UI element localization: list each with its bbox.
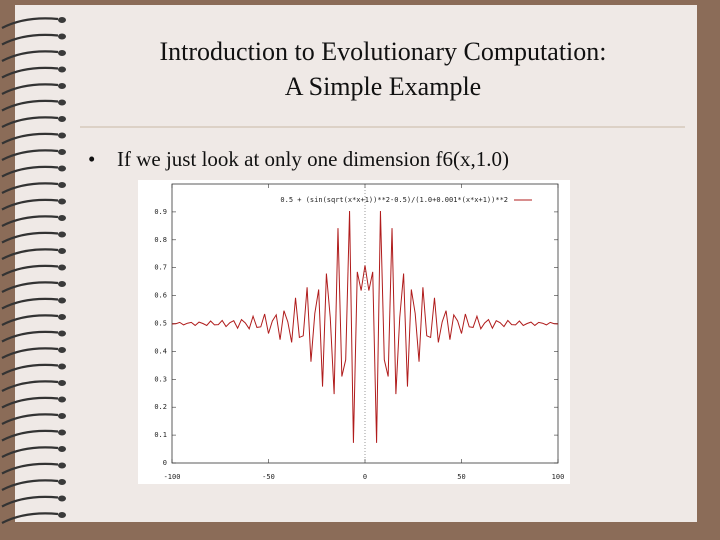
- ring-hole: [58, 132, 66, 139]
- ring: [1, 50, 59, 62]
- slide-title: Introduction to Evolutionary Computation…: [159, 37, 606, 66]
- ring: [1, 330, 59, 343]
- y-tick-label: 0.2: [154, 403, 167, 411]
- ring-hole: [58, 66, 66, 73]
- ring: [1, 215, 59, 227]
- series-line: [171, 211, 559, 443]
- ring: [1, 281, 59, 293]
- ring-hole: [58, 495, 66, 502]
- ring-hole: [58, 248, 66, 254]
- ring-hole: [58, 281, 66, 287]
- ring: [1, 479, 59, 491]
- ring-hole: [58, 50, 66, 56]
- ring: [1, 264, 59, 277]
- x-tick-label: -100: [164, 473, 181, 481]
- bullet-text: If we just look at only one dimension f6…: [117, 147, 509, 171]
- y-tick-label: 0.1: [154, 431, 167, 439]
- ring-hole: [58, 396, 66, 403]
- ring: [1, 248, 59, 260]
- ring: [1, 33, 59, 46]
- ring: [1, 132, 59, 145]
- ring: [1, 231, 59, 244]
- ring-hole: [58, 479, 66, 485]
- y-tick-label: 0.5: [154, 320, 167, 328]
- x-tick-label: 50: [457, 473, 465, 481]
- y-tick-label: 0.8: [154, 236, 167, 244]
- ring-hole: [58, 231, 66, 238]
- ring-hole: [58, 17, 66, 23]
- y-tick-label: 0.4: [154, 347, 167, 355]
- ring: [1, 17, 59, 29]
- ring-hole: [58, 462, 66, 469]
- ring-hole: [58, 182, 66, 188]
- x-tick-label: -50: [262, 473, 275, 481]
- ring: [1, 83, 59, 95]
- y-tick-label: 0.9: [154, 208, 167, 216]
- ring-hole: [58, 363, 66, 370]
- y-tick-label: 0.6: [154, 292, 167, 300]
- bullet-dot: •: [88, 147, 95, 171]
- ring: [1, 495, 59, 508]
- ring: [1, 182, 59, 194]
- ring-hole: [58, 512, 66, 518]
- ring-hole: [58, 198, 66, 205]
- y-tick-label: 0.3: [154, 375, 167, 383]
- ring-hole: [58, 264, 66, 271]
- ring: [1, 66, 59, 79]
- ring: [1, 347, 59, 359]
- plot: 0 0.1 0.2 0.3 0.4 0.5 0.6 0.7 0.8 0.9 -100 -50 0 50 10…: [154, 183, 565, 481]
- ring: [1, 297, 59, 310]
- ring-hole: [58, 330, 66, 337]
- ring-hole: [58, 314, 66, 320]
- x-tick-label: 0: [363, 473, 367, 481]
- ring-hole: [58, 413, 66, 419]
- y-tick-label: 0: [163, 459, 167, 467]
- ring-hole: [58, 380, 66, 386]
- ring: [1, 380, 59, 392]
- ring-hole: [58, 347, 66, 353]
- ring: [1, 149, 59, 161]
- ring-hole: [58, 99, 66, 106]
- ring: [1, 314, 59, 326]
- ring: [1, 512, 59, 524]
- ring-hole: [58, 149, 66, 155]
- ring: [1, 413, 59, 425]
- y-tick-label: 0.7: [154, 264, 167, 272]
- ring: [1, 99, 59, 112]
- ring: [1, 429, 59, 442]
- ring: [1, 446, 59, 458]
- ring: [1, 116, 59, 128]
- ring: [1, 462, 59, 475]
- x-tick-label: 100: [552, 473, 565, 481]
- ring: [1, 396, 59, 409]
- ring-hole: [58, 83, 66, 89]
- ring-hole: [58, 429, 66, 436]
- ring-hole: [58, 116, 66, 122]
- legend-label: 0.5 + (sin(sqrt(x*x+1))**2-0.5)/(1.0+0.0…: [280, 196, 508, 204]
- slide-title: A Simple Example: [285, 72, 481, 101]
- ring: [1, 198, 59, 211]
- ring: [1, 363, 59, 376]
- ring: [1, 165, 59, 178]
- ring-hole: [58, 215, 66, 221]
- binding: [1, 17, 66, 524]
- ring-hole: [58, 297, 66, 304]
- ring-hole: [58, 165, 66, 172]
- ring-hole: [58, 446, 66, 452]
- ring-hole: [58, 33, 66, 40]
